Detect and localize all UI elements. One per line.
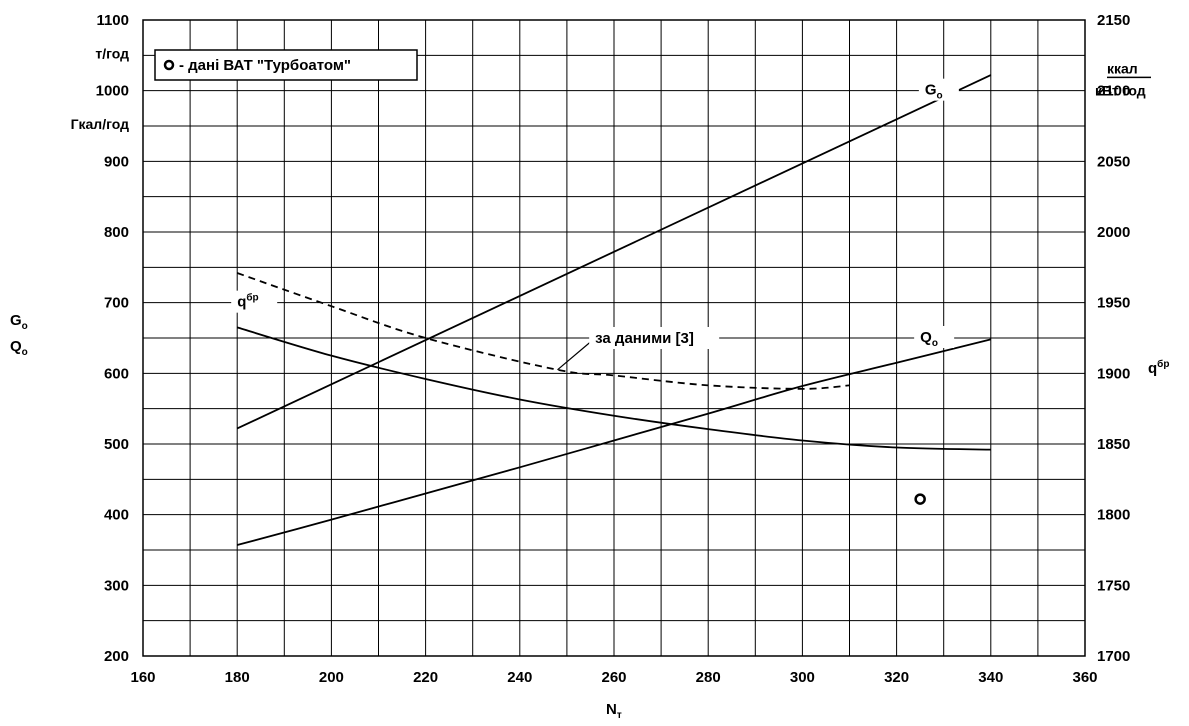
y-right-tick-label: 1950: [1097, 295, 1130, 312]
unit-label-bg: [53, 114, 141, 134]
y-left-tick-label: 1100: [96, 12, 129, 29]
y-right-tick-label: 2100: [1097, 83, 1130, 100]
annotation-leader-line: [557, 337, 596, 371]
x-axis-label: Nт: [606, 701, 622, 721]
x-tick-label: 240: [507, 669, 532, 686]
x-tick-label: 320: [884, 669, 909, 686]
y-left-tick-label: 900: [104, 153, 129, 170]
label-bg: [918, 78, 959, 101]
x-tick-label: 200: [319, 669, 344, 686]
y-right-tick-label: 2150: [1097, 12, 1130, 29]
annotation-label: за даними [3]: [595, 330, 694, 347]
x-tick-label: 360: [1072, 669, 1097, 686]
y-right-unit-numerator: ккал: [1107, 60, 1138, 76]
y-right-tick-label: 1750: [1097, 577, 1130, 594]
y-left-axis-label: Gо: [10, 312, 28, 332]
y-left-unit-label: т/год: [95, 45, 129, 61]
legend-marker-icon: [163, 59, 175, 71]
y-left-unit-label: Гкал/год: [71, 116, 130, 132]
unit-label-bg: [53, 43, 141, 64]
x-tick-label: 220: [413, 669, 438, 686]
series-line-3: [236, 272, 850, 390]
series-label-qo: Qо: [920, 329, 938, 349]
y-left-tick-label: 800: [104, 224, 129, 241]
legend-text: - дані ВАТ "Турбоатом": [179, 57, 351, 74]
y-right-tick-label: 1900: [1097, 365, 1130, 382]
label-bg: [914, 326, 955, 348]
series-line-1: [236, 338, 992, 546]
x-tick-label: 160: [130, 669, 155, 686]
y-right-tick-label: 1800: [1097, 507, 1130, 524]
label-bg: [231, 290, 278, 313]
y-right-tick-label: 2000: [1097, 224, 1130, 241]
x-tick-label: 300: [790, 669, 815, 686]
plot-frame: [142, 19, 1086, 657]
y-left-tick-label: 600: [104, 365, 129, 382]
series-line-0: [236, 74, 992, 430]
series-label-qbr: qбр: [237, 292, 258, 311]
axes: 160 180 200 220 240 260 280 300 320 340 360 200 300 4…: [10, 12, 1169, 721]
x-tick-label: 340: [978, 669, 1003, 686]
series-label-go: Gо: [925, 82, 943, 102]
y-right-tick-label: 1700: [1097, 648, 1130, 665]
y-left-axis-label: Qо: [10, 338, 28, 358]
labels-group: Gо Qо qбр за даними [3] - дані ВАТ "Турбоато…: [154, 49, 959, 371]
y-right-tick-label: 1850: [1097, 436, 1130, 453]
y-right-unit-denominator: кВт год: [1095, 82, 1146, 98]
y-left-tick-label: 300: [104, 577, 129, 594]
legend-box: [154, 49, 418, 81]
y-left-tick-label: 400: [104, 507, 129, 524]
y-left-tick-label: 500: [104, 436, 129, 453]
y-right-tick-label: 2050: [1097, 153, 1130, 170]
series-group: [236, 74, 992, 546]
y-left-tick-label: 700: [104, 295, 129, 312]
x-tick-label: 260: [601, 669, 626, 686]
x-tick-label: 180: [225, 669, 250, 686]
series-line-2: [236, 326, 991, 451]
y-left-tick-label: 1000: [96, 83, 129, 100]
data-point-marker: [914, 493, 926, 505]
y-left-tick-label: 200: [104, 648, 129, 665]
label-bg: [589, 327, 720, 349]
y-right-axis-label: qбр: [1148, 358, 1169, 377]
x-tick-label: 280: [696, 669, 721, 686]
